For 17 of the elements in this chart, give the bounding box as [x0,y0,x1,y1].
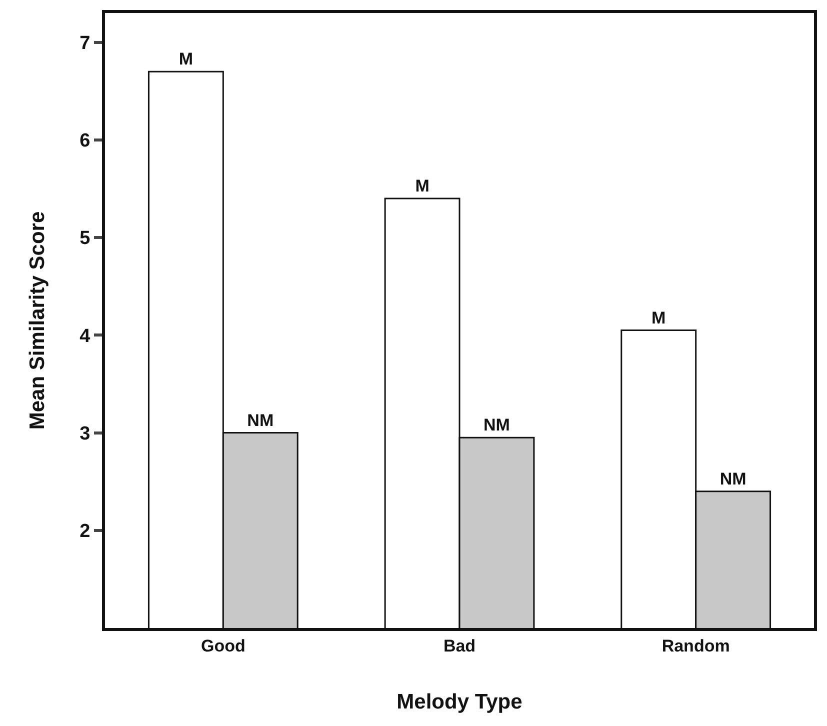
x-axis-title: Melody Type [396,690,522,714]
y-tick-label: 7 [80,32,90,54]
text: M [415,176,430,196]
y-tick-label: 6 [80,130,90,152]
x-tick-label: Bad [443,636,476,656]
x-tick-label: Random [662,636,730,656]
y-axis-title: Mean Similarity Score [26,211,49,430]
y-tick-label: 5 [80,228,91,250]
y-tick-label: 2 [80,521,90,542]
series-label: NM [247,410,274,430]
text: M [652,308,666,328]
y-tick-label: 4 [80,326,91,347]
text: NM [484,416,510,435]
y-tick-label: 3 [80,423,90,444]
text: NM [720,469,746,488]
series-label: M [178,50,194,69]
x-tick-label: Good [200,636,246,656]
